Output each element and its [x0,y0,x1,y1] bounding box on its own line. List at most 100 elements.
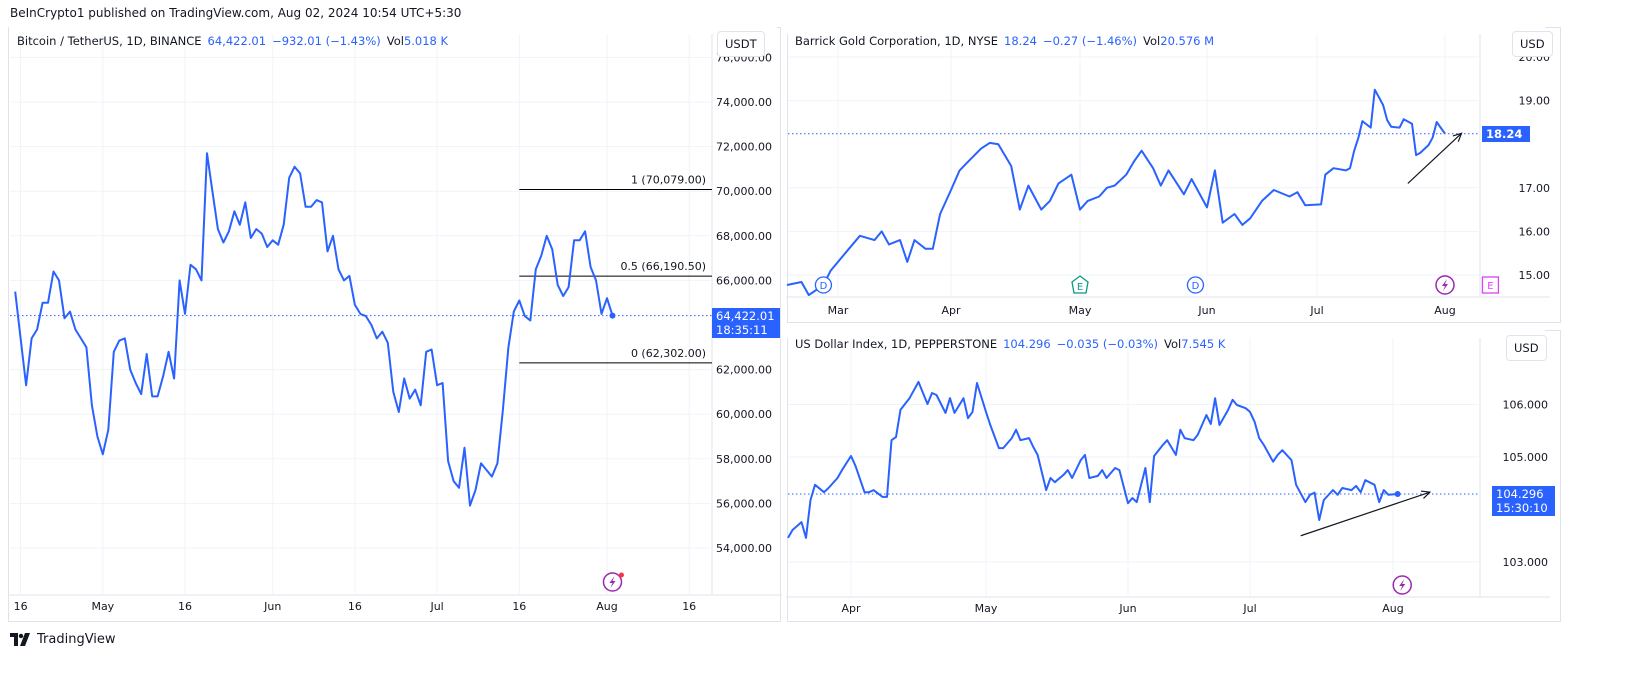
last-price: 18.24 [1004,34,1037,48]
currency-button[interactable]: USD [1506,335,1547,361]
earnings-label: E [1077,282,1083,293]
last-price: 64,422.01 [207,34,267,48]
tradingview-footer[interactable]: TradingView [10,632,116,647]
last-price-value: 104.296 [1496,487,1544,501]
y-tick-label: 54,000.00 [716,542,772,555]
btc-chart: 76,000.0074,000.0072,000.0070,000.0068,0… [8,26,782,613]
currency-button[interactable]: USDT [717,31,765,57]
x-tick-label: Aug [1382,602,1403,615]
price-change: −932.01 (−1.43%) [272,34,381,48]
lightning-bolt-glyph [1399,579,1406,591]
y-tick-label: 62,000.00 [716,364,772,377]
published-byline: BeInCrypto1 published on TradingView.com… [10,6,462,20]
y-tick-label: 105.000 [1503,451,1549,464]
symbol-title[interactable]: Bitcoin / TetherUS, 1D, BINANCE [17,34,202,48]
y-tick-label: 58,000.00 [716,453,772,466]
arrow-head-icon [1452,132,1463,142]
dividend-label: D [820,281,828,292]
last-price-dot [1394,490,1401,497]
arrow-head-icon [1420,490,1432,499]
x-tick-label: Jul [429,600,443,613]
x-tick-label: 16 [682,600,696,613]
gold-legend: Barrick Gold Corporation, 1D, NYSE 18.24−… [795,34,1214,48]
x-tick-label: May [1069,304,1092,317]
dxy-chart: 106.000 105.000 103.000 Apr May Jun Jul Aug [786,330,1550,615]
y-tick-label: 68,000.00 [716,230,772,243]
y-tick-label: 19.00 [1519,95,1551,108]
trend-arrow-line [1300,491,1431,537]
y-tick-label: 15.00 [1519,269,1551,282]
price-change: −0.035 (−0.03%) [1056,337,1159,351]
symbol-title[interactable]: US Dollar Index, 1D, PEPPERSTONE [795,337,998,351]
y-tick-label: 106.000 [1503,399,1549,412]
dividend-event-icon [814,276,833,294]
volume-value: 20.576 M [1160,34,1215,48]
volume-value: 5.018 K [403,34,449,48]
price-change: −0.27 (−1.46%) [1042,34,1138,48]
earnings-event-icon [1071,275,1089,294]
lightning-bolt-glyph [609,576,616,588]
x-tick-label: May [975,602,998,615]
last-price-dot [609,312,616,319]
y-tick-label: 56,000.00 [716,497,772,510]
x-tick-label: Aug [1434,304,1455,317]
y-tick-label: 103.000 [1503,556,1549,569]
price-series-line [14,152,614,507]
btc-legend: Bitcoin / TetherUS, 1D, BINANCE 64,422.01… [17,34,448,48]
last-price-value: 64,422.01 [716,309,775,323]
volume-label: Vol [1143,34,1161,48]
last-price-label: 18.24 [1482,126,1530,142]
x-tick-label: Apr [941,304,961,317]
fib-level-label: 1 (70,079.00) [631,173,706,186]
price-series-line [786,88,1446,297]
plot-top-mask [787,26,1545,34]
lightning-bolt-glyph [1442,279,1448,291]
x-tick-label: 16 [512,600,526,613]
x-tick-label: 16 [348,600,362,613]
notification-dot [618,572,624,578]
x-tick-label: May [91,600,114,613]
bar-countdown: 15:30:10 [1496,501,1548,515]
bar-countdown: 18:35:11 [716,323,768,337]
y-tick-label: 66,000.00 [716,274,772,287]
dividend-label: D [1192,281,1200,292]
y-tick-label: 60,000.00 [716,408,772,421]
x-tick-label: Jul [1242,602,1256,615]
y-tick-label: 72,000.00 [716,141,772,154]
plot-top-mask [787,330,1545,338]
symbol-title[interactable]: Barrick Gold Corporation, 1D, NYSE [795,34,999,48]
brand-name: TradingView [37,632,116,647]
last-price-label: 104.296 15:30:10 [1492,486,1555,516]
plot-top-mask [9,26,777,34]
x-tick-label: Mar [828,304,849,317]
earnings-label: E [1487,281,1493,292]
volume-label: Vol [386,34,404,48]
x-tick-label: Apr [841,602,861,615]
dxy-legend: US Dollar Index, 1D, PEPPERSTONE 104.296−… [795,337,1225,351]
x-tick-label: Jun [1197,304,1215,317]
volume-value: 7.545 K [1181,337,1226,351]
price-series-line [787,380,1398,539]
y-tick-label: 70,000.00 [716,185,772,198]
last-price-label: 64,422.01 18:35:11 [712,308,780,338]
currency-button[interactable]: USD [1512,31,1553,57]
x-tick-label: Jul [1309,304,1323,317]
future-earnings-event-icon [1481,276,1500,294]
x-tick-label: Jun [263,600,281,613]
x-tick-label: 16 [14,600,28,613]
x-tick-label: Jun [1118,602,1136,615]
y-tick-label: 74,000.00 [716,96,772,109]
fib-level-label: 0.5 (66,190.50) [620,260,706,273]
volume-label: Vol [1164,337,1182,351]
tradingview-logo-icon [10,633,30,646]
y-tick-label: 16.00 [1519,225,1551,238]
last-price: 104.296 [1003,337,1051,351]
y-tick-label: 17.00 [1519,182,1551,195]
fib-level-label: 0 (62,302.00) [631,347,706,360]
trend-arrow-line [1407,132,1462,184]
dividend-event-icon [1186,276,1205,294]
x-tick-label: Aug [596,600,617,613]
x-tick-label: 16 [178,600,192,613]
